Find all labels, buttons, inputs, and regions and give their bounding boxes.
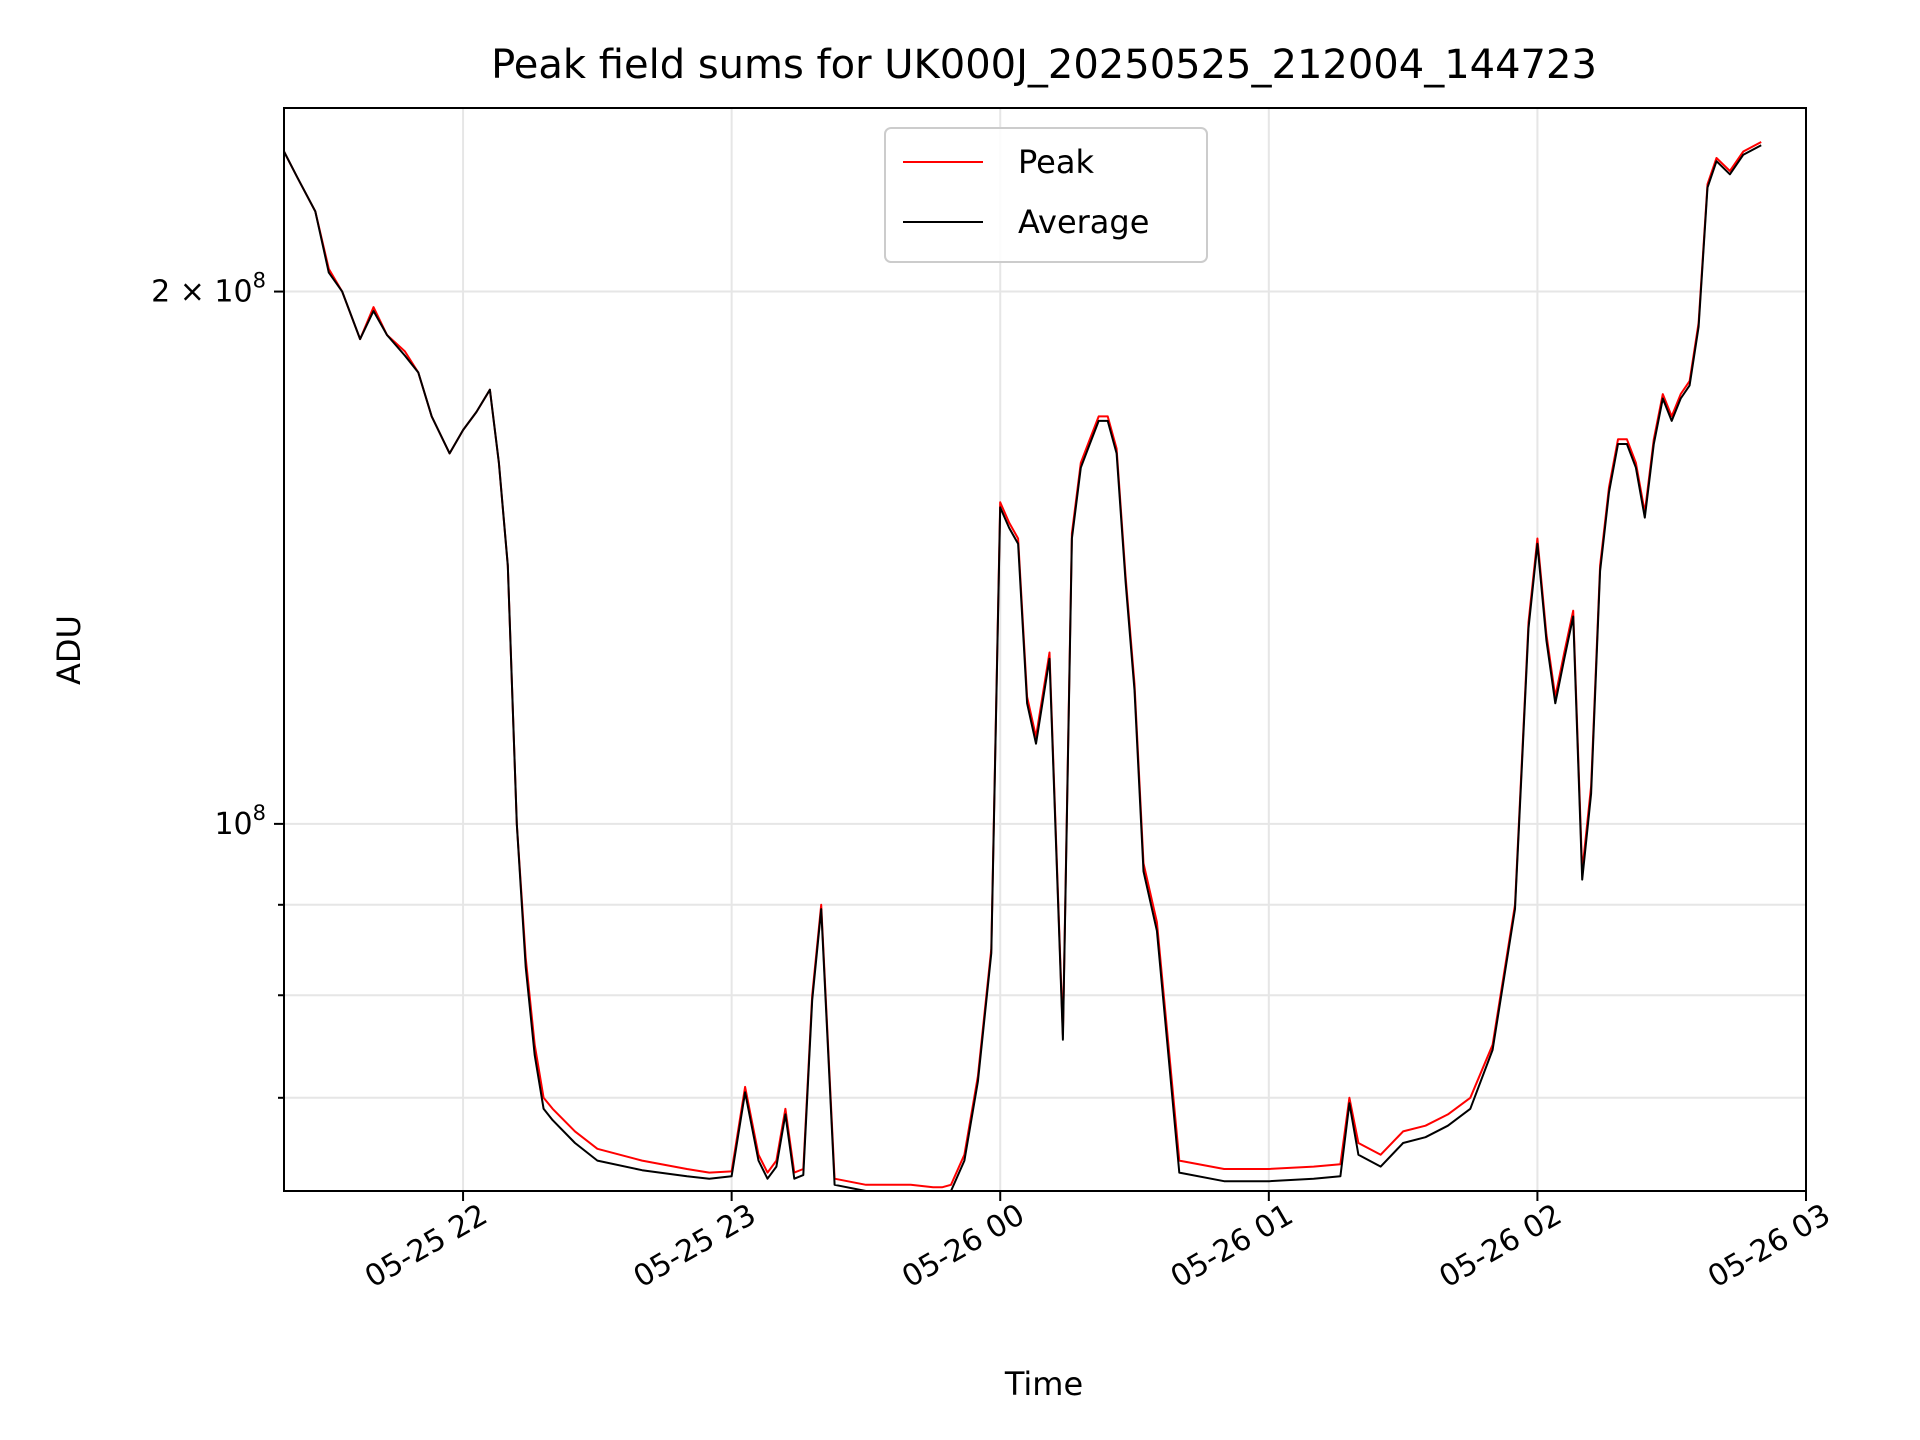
y-tick-label: 2 × 108 (151, 269, 266, 310)
y-axis: 108 2 × 108 (151, 269, 284, 1099)
chart-title: Peak field sums for UK000J_20250525_2120… (491, 42, 1597, 88)
series-layer (283, 141, 1762, 1192)
plot-frame (283, 107, 1807, 1192)
y-tick-label: 108 (214, 801, 266, 842)
legend: Peak Average (884, 127, 1208, 263)
x-axis-label: Time (1004, 1365, 1083, 1403)
grid (284, 108, 1806, 1191)
y-axis-label: ADU (50, 615, 88, 685)
legend-label-average: Average (1018, 203, 1149, 241)
series-line-average (283, 144, 1762, 1192)
legend-label-peak: Peak (1018, 143, 1094, 181)
